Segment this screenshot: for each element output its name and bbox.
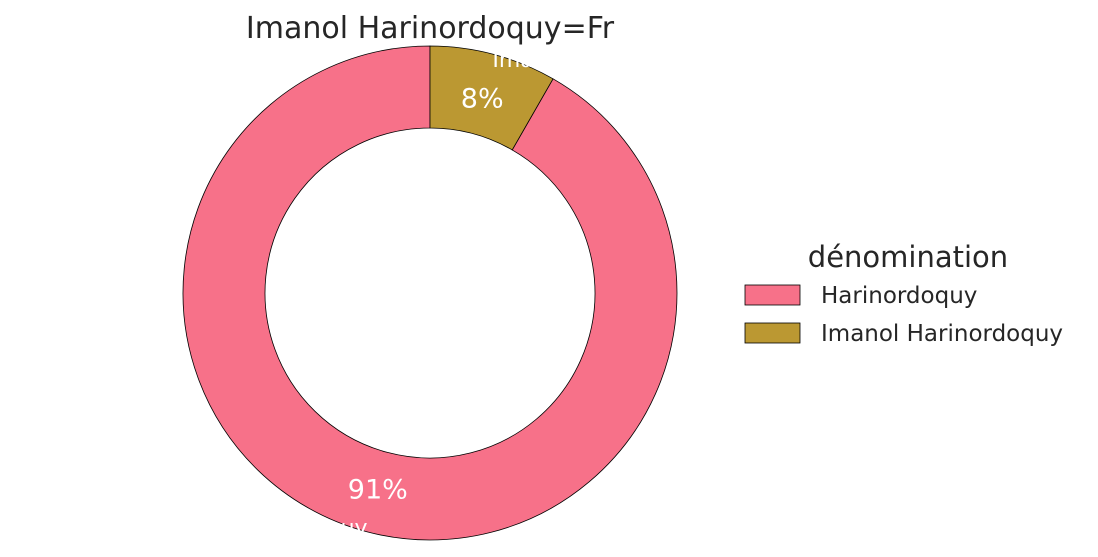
- legend-entries: Harinordoquy Imanol Harinordoquy: [744, 283, 1063, 347]
- donut-slices: [182, 45, 678, 541]
- legend-label: Imanol Harinordoquy: [821, 321, 1063, 347]
- pie-slice-harinordoquy: [182, 45, 678, 541]
- slice-category-label: Imanol Harinordoquy: [492, 48, 724, 73]
- chart-title: Imanol Harinordoquy=Fr: [246, 11, 615, 46]
- slice-percent-label: 91%: [348, 475, 408, 506]
- legend: dénomination Harinordoquy Imanol Harinord…: [744, 240, 1063, 347]
- legend-swatch: [744, 284, 801, 306]
- pie-slice-imanol-harinordoquy: [429, 45, 554, 151]
- legend-title: dénomination: [808, 240, 1008, 274]
- legend-swatch: [744, 322, 801, 344]
- slice-labels: Harinordoquy 91% Imanol Harinordoquy 8%: [218, 48, 724, 541]
- slice-category-label: Harinordoquy: [218, 516, 368, 541]
- slice-percent-label: 8%: [461, 83, 504, 114]
- legend-label: Harinordoquy: [821, 283, 977, 309]
